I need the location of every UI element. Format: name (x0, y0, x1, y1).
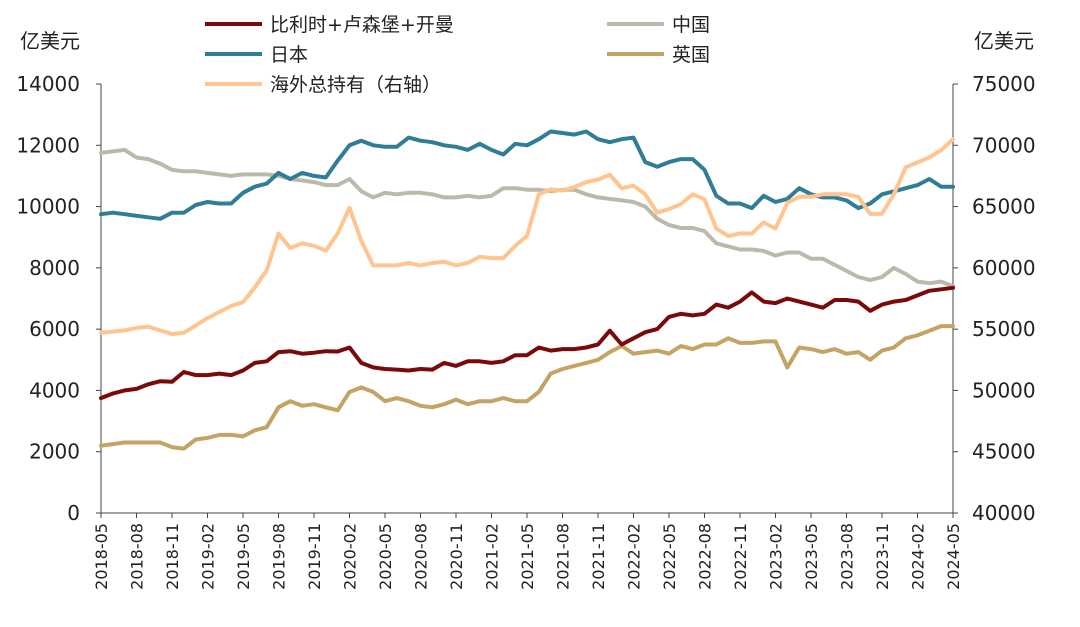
x-tick-label: 2024-05 (944, 523, 963, 590)
right-tick-label: 70000 (972, 133, 1036, 157)
x-tick-label: 2018-08 (128, 523, 147, 590)
legend-label-china: 中国 (672, 14, 710, 36)
series-line-china (99, 147, 955, 289)
right-tick-label: 40000 (972, 501, 1036, 525)
x-tick-label: 2020-02 (341, 523, 360, 590)
right-tick-label: 60000 (972, 256, 1036, 280)
series-lines (99, 129, 955, 451)
series-line-japan (99, 129, 955, 221)
legend-label-uk: 英国 (672, 44, 710, 66)
left-axis-ticks: 0 2000 4000 6000 8000 10000 12000 14000 (16, 72, 101, 525)
left-tick-label: 10000 (16, 195, 80, 219)
left-tick-label: 4000 (29, 378, 80, 402)
right-tick-label: 45000 (972, 440, 1036, 464)
legend-label-japan: 日本 (270, 44, 308, 66)
x-tick-label: 2019-11 (305, 523, 324, 590)
x-tick-label: 2021-11 (589, 523, 608, 590)
x-tick-label: 2019-05 (234, 523, 253, 590)
x-tick-label: 2019-02 (199, 523, 218, 590)
right-tick-label: 50000 (972, 378, 1036, 402)
x-tick-label: 2023-05 (802, 523, 821, 590)
right-axis-ticks: 40000 45000 50000 55000 60000 65000 70000 75000 (953, 72, 1036, 525)
right-tick-label: 75000 (972, 72, 1036, 96)
series-line-uk (99, 324, 955, 451)
left-tick-label: 8000 (29, 256, 80, 280)
x-tick-label: 2018-05 (92, 523, 111, 590)
legend-label-belgium-lux-cayman: 比利时+卢森堡+开曼 (270, 14, 454, 36)
series-line-overseas-total (99, 137, 955, 336)
left-tick-label: 6000 (29, 317, 80, 341)
left-tick-label: 0 (67, 501, 80, 525)
x-tick-label: 2022-11 (731, 523, 750, 590)
right-axis-unit: 亿美元 (974, 29, 1034, 53)
legend: 比利时+卢森堡+开曼 日本 海外总持有（右轴） 中国 英国 (205, 14, 710, 96)
x-tick-label: 2020-05 (376, 523, 395, 590)
x-tick-label: 2019-08 (270, 523, 289, 590)
x-tick-label: 2020-08 (412, 523, 431, 590)
x-tick-label: 2021-05 (518, 523, 537, 590)
left-tick-label: 12000 (16, 133, 80, 157)
x-tick-label: 2023-02 (767, 523, 786, 590)
x-tick-label: 2021-08 (554, 523, 573, 590)
x-tick-label: 2022-08 (696, 523, 715, 590)
right-tick-label: 65000 (972, 195, 1036, 219)
x-tick-label: 2024-02 (909, 523, 928, 590)
series-line-belgium-lux-cayman (99, 285, 955, 401)
x-tick-label: 2020-11 (447, 523, 466, 590)
legend-label-overseas-total: 海外总持有（右轴） (270, 74, 441, 96)
x-axis-ticks: 2018-05 2018-08 2018-11 2019-02 2019-05 2019-… (92, 513, 963, 590)
right-tick-label: 55000 (972, 317, 1036, 341)
x-tick-label: 2023-11 (873, 523, 892, 590)
x-tick-label: 2022-02 (625, 523, 644, 590)
x-tick-label: 2018-11 (163, 523, 182, 590)
left-axis-unit: 亿美元 (20, 29, 80, 53)
x-tick-label: 2022-05 (660, 523, 679, 590)
left-tick-label: 2000 (29, 440, 80, 464)
x-tick-label: 2023-08 (838, 523, 857, 590)
x-tick-label: 2021-02 (483, 523, 502, 590)
left-tick-label: 14000 (16, 72, 80, 96)
